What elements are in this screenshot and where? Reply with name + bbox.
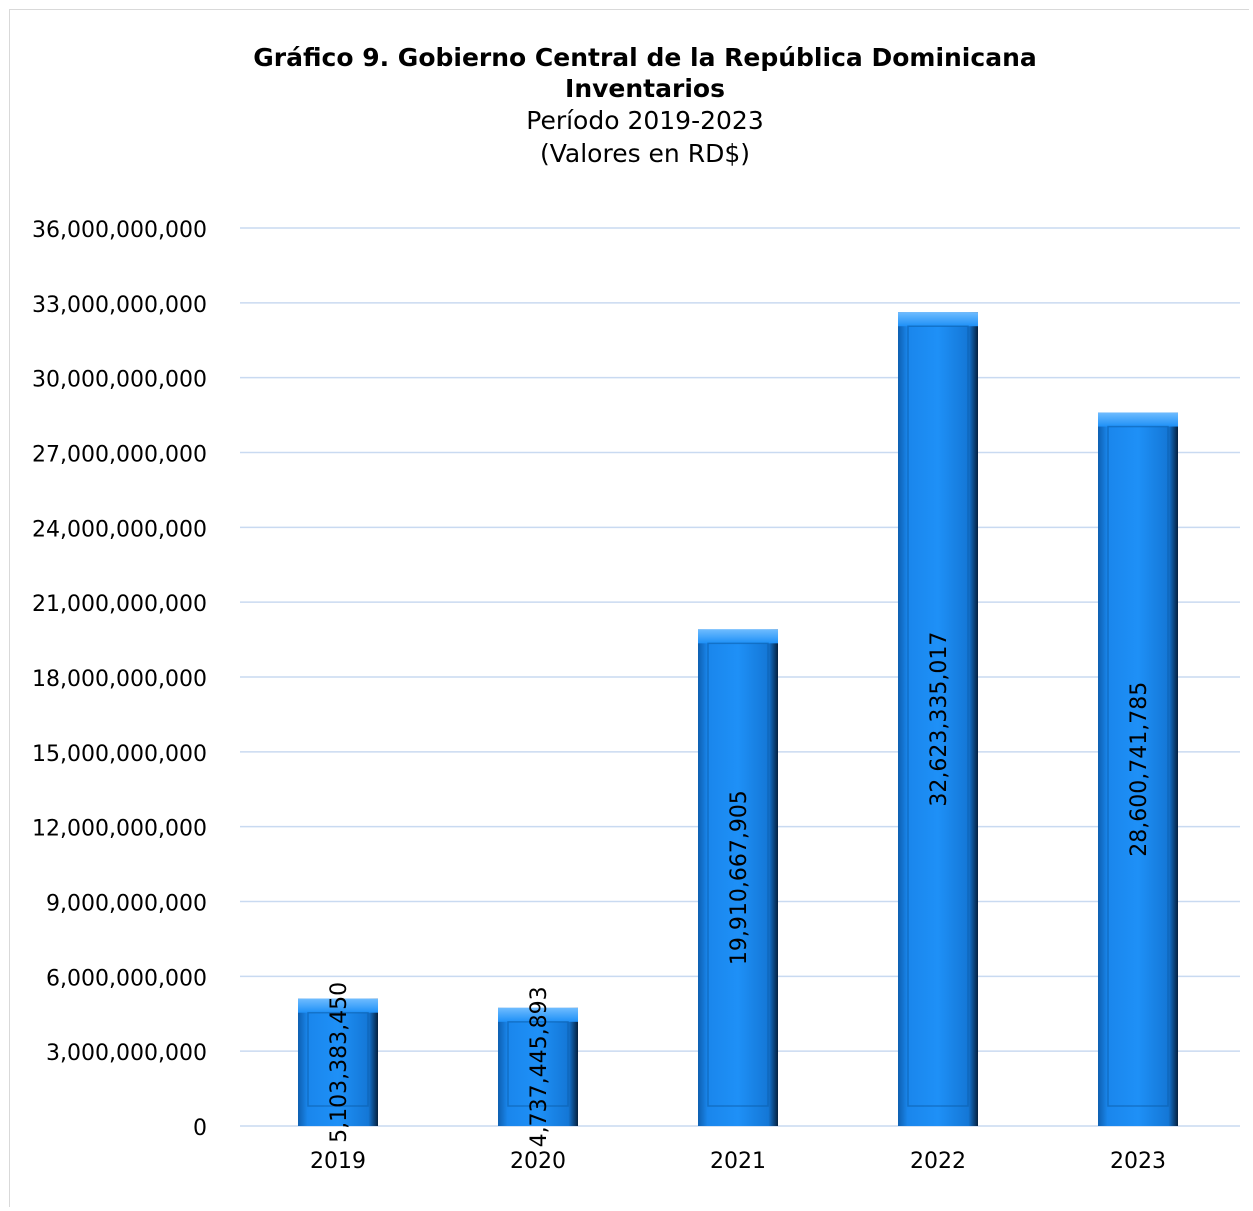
bar-inner-panel bbox=[507, 1021, 569, 1107]
bar-inner-panel bbox=[907, 325, 969, 1107]
bar-inner-panel bbox=[1107, 425, 1169, 1107]
chart-frame bbox=[9, 9, 1249, 1207]
x-tick-label: 2022 bbox=[910, 1149, 966, 1174]
y-tick-label: 6,000,000,000 bbox=[46, 966, 207, 991]
y-tick-label: 27,000,000,000 bbox=[32, 443, 207, 468]
y-tick-label: 12,000,000,000 bbox=[32, 817, 207, 842]
y-tick-label: 24,000,000,000 bbox=[32, 517, 207, 542]
x-tick-label: 2019 bbox=[310, 1149, 366, 1174]
y-tick-label: 9,000,000,000 bbox=[46, 892, 207, 917]
data-label: 19,910,667,905 bbox=[727, 790, 752, 965]
chart-title-line-2: Inventarios bbox=[565, 74, 725, 103]
bar bbox=[898, 312, 978, 1127]
chart-subtitle-line-2: (Valores en RD$) bbox=[539, 139, 750, 168]
bar-top-bevel bbox=[298, 998, 378, 1013]
bar-inner-panel bbox=[307, 1011, 369, 1107]
bar-top-bevel bbox=[898, 312, 978, 327]
data-label: 4,737,445,893 bbox=[527, 986, 552, 1147]
chart-titles: Gráfico 9. Gobierno Central de la Repúbl… bbox=[0, 42, 1253, 170]
y-tick-label: 36,000,000,000 bbox=[32, 218, 207, 243]
y-axis-tick-labels: 0 3,000,000,000 6,000,000,000 9,000,000,000… bbox=[32, 218, 207, 1141]
chart-title-line-1: Gráfico 9. Gobierno Central de la Repúbl… bbox=[253, 43, 1037, 72]
bar-inner-panel bbox=[707, 642, 769, 1107]
y-tick-label: 21,000,000,000 bbox=[32, 592, 207, 617]
y-tick-label: 33,000,000,000 bbox=[32, 293, 207, 318]
y-tick-label: 0 bbox=[193, 1116, 207, 1141]
y-tick-label: 15,000,000,000 bbox=[32, 742, 207, 767]
y-tick-label: 3,000,000,000 bbox=[46, 1041, 207, 1066]
bar-top-bevel bbox=[1098, 412, 1178, 427]
chart-subtitle-line-1: Período 2019-2023 bbox=[526, 106, 764, 135]
data-label: 28,600,741,785 bbox=[1127, 682, 1152, 857]
bar-top-bevel bbox=[698, 629, 778, 644]
bar bbox=[1098, 412, 1178, 1126]
y-tick-label: 18,000,000,000 bbox=[32, 667, 207, 692]
bar bbox=[698, 629, 778, 1126]
bars: 5,103,383,450 4,737,445,893 19,910,667,905… bbox=[298, 312, 1178, 1147]
bar-top-bevel bbox=[498, 1007, 578, 1022]
data-label: 5,103,383,450 bbox=[327, 982, 352, 1143]
x-axis-tick-labels: 2019 2020 2021 2022 2023 bbox=[310, 1149, 1166, 1174]
y-tick-label: 30,000,000,000 bbox=[32, 368, 207, 393]
x-tick-label: 2023 bbox=[1110, 1149, 1166, 1174]
data-label: 32,623,335,017 bbox=[927, 632, 952, 807]
bar bbox=[298, 998, 378, 1126]
x-tick-label: 2021 bbox=[710, 1149, 766, 1174]
x-tick-label: 2020 bbox=[510, 1149, 566, 1174]
